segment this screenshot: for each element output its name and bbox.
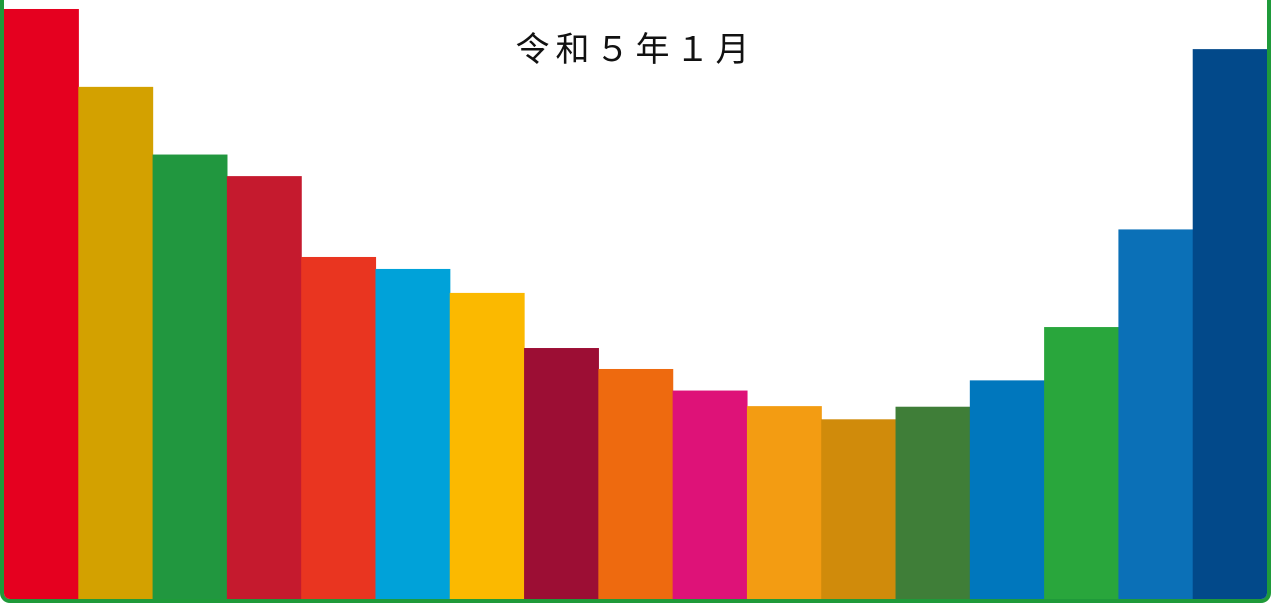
color-bar-3 xyxy=(152,154,228,599)
color-bar-12 xyxy=(821,419,897,599)
color-bar-9 xyxy=(598,368,674,599)
color-bar-11 xyxy=(746,406,822,599)
date-title: 令和５年１月 xyxy=(515,30,756,70)
color-bar-14 xyxy=(969,380,1045,599)
color-bar-7 xyxy=(449,292,525,599)
color-bar-2 xyxy=(78,86,154,599)
color-bar-6 xyxy=(375,268,451,599)
color-bar-16 xyxy=(1118,229,1194,599)
color-bar-4 xyxy=(226,176,302,599)
color-bar-5 xyxy=(301,256,377,599)
color-bar-8 xyxy=(524,348,599,599)
color-bar-10 xyxy=(672,390,748,599)
color-bar-15 xyxy=(1044,327,1120,599)
color-bar-1 xyxy=(4,8,79,599)
color-bar-17 xyxy=(1192,49,1267,599)
color-bar-13 xyxy=(895,406,971,599)
sdgs-color-bars xyxy=(4,8,1267,599)
